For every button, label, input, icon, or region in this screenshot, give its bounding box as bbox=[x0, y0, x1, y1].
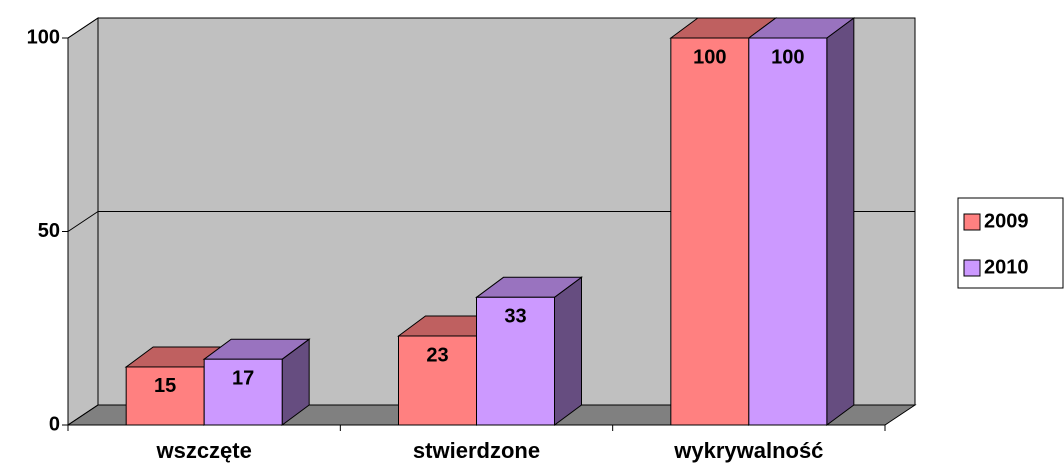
value-label: 23 bbox=[426, 344, 448, 366]
bar bbox=[125, 366, 205, 426]
legend-swatch bbox=[963, 259, 981, 277]
bar bbox=[670, 37, 750, 426]
value-label: 15 bbox=[154, 375, 176, 397]
bar bbox=[748, 37, 828, 426]
grid-line bbox=[67, 17, 99, 39]
value-label: 17 bbox=[232, 367, 254, 389]
legend-label: 2009 bbox=[984, 210, 1029, 232]
legend-label: 2010 bbox=[984, 256, 1029, 278]
x-tick-label: stwierdzone bbox=[413, 438, 540, 463]
y-tick-label: 0 bbox=[49, 413, 60, 435]
legend-swatch bbox=[963, 213, 981, 231]
bar bbox=[476, 296, 555, 426]
bar-side bbox=[554, 276, 582, 426]
x-tick-label: wykrywalność bbox=[673, 438, 823, 463]
bar-side bbox=[826, 17, 855, 426]
bar bbox=[398, 335, 477, 426]
y-tick-label: 100 bbox=[27, 26, 60, 48]
bar bbox=[203, 358, 283, 426]
x-tick-label: wszczęte bbox=[155, 438, 251, 463]
grid-line bbox=[67, 211, 99, 232]
y-tick-label: 50 bbox=[38, 220, 60, 242]
value-label: 100 bbox=[693, 46, 726, 68]
value-label: 33 bbox=[504, 306, 526, 328]
grid-line bbox=[67, 404, 99, 426]
value-label: 100 bbox=[771, 46, 804, 68]
